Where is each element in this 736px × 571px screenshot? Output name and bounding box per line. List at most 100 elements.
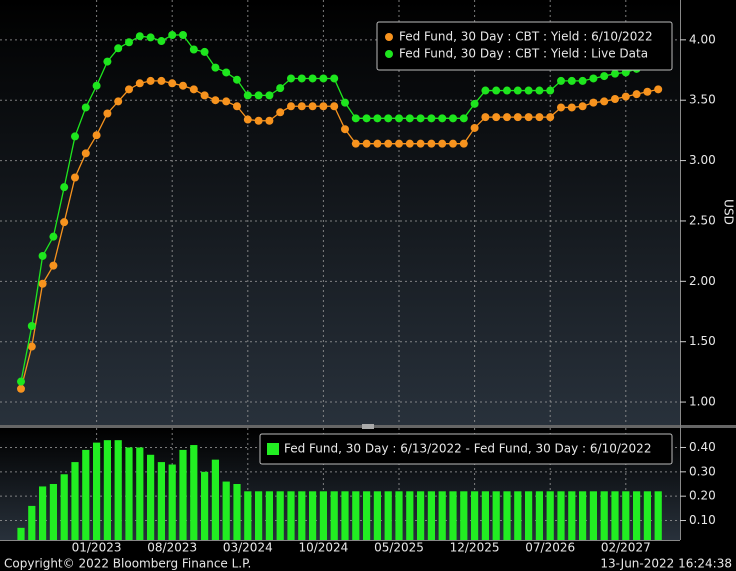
point	[71, 173, 79, 182]
point	[567, 103, 576, 112]
point	[81, 149, 90, 158]
point	[567, 76, 576, 85]
bar	[384, 491, 392, 540]
bar	[157, 462, 165, 540]
bar	[600, 491, 608, 540]
y-tick-label: 0.10	[689, 513, 716, 527]
point	[103, 57, 112, 66]
point	[373, 139, 382, 148]
point	[405, 114, 414, 123]
x-tick-label: 02/2027	[601, 541, 651, 555]
bar	[341, 491, 349, 540]
copyright: Copyright© 2022 Bloomberg Finance L.P.	[4, 557, 251, 571]
point	[287, 74, 295, 83]
point	[243, 91, 252, 100]
point	[611, 69, 619, 78]
bar	[471, 491, 479, 540]
y-tick-label: 3.00	[689, 153, 716, 167]
bar	[60, 474, 68, 540]
point	[416, 139, 425, 148]
point	[125, 85, 133, 94]
y-axis-label: USD	[722, 199, 736, 225]
point	[384, 139, 393, 148]
point	[254, 116, 263, 125]
point	[254, 91, 263, 100]
point	[135, 32, 144, 41]
point	[546, 86, 555, 95]
bar	[147, 454, 155, 540]
point	[557, 103, 565, 112]
point	[38, 251, 47, 260]
bar	[265, 491, 273, 540]
bar	[71, 462, 79, 540]
point	[557, 76, 565, 85]
point	[211, 63, 220, 72]
x-tick-label: 10/2024	[298, 541, 348, 555]
point	[211, 96, 220, 105]
point	[276, 84, 285, 93]
point	[449, 114, 457, 123]
point	[513, 86, 522, 95]
point	[384, 114, 393, 123]
y-tick-label: 0.20	[689, 489, 716, 503]
point	[600, 72, 609, 81]
x-tick-label: 12/2025	[450, 541, 500, 555]
bar	[492, 491, 500, 540]
point	[297, 102, 306, 111]
legend-box	[376, 21, 673, 71]
point	[546, 113, 555, 122]
point	[179, 81, 187, 90]
point	[503, 86, 511, 95]
point	[373, 114, 382, 123]
legend-marker	[385, 33, 393, 41]
bar	[395, 491, 403, 540]
bar	[579, 491, 587, 540]
point	[416, 114, 425, 123]
point	[200, 47, 209, 56]
point	[49, 232, 58, 241]
bar	[481, 491, 489, 540]
point	[632, 90, 641, 99]
bar	[179, 449, 187, 540]
point	[92, 131, 101, 140]
bar	[535, 491, 543, 540]
point	[276, 108, 285, 117]
point	[60, 183, 69, 192]
point	[654, 85, 663, 94]
point	[297, 74, 306, 83]
point	[395, 114, 403, 123]
y-tick-label: 4.00	[689, 32, 716, 46]
point	[27, 342, 36, 351]
point	[103, 109, 112, 118]
point	[265, 116, 274, 125]
bar	[17, 527, 25, 540]
point	[308, 102, 317, 111]
point	[513, 113, 522, 122]
y-tick-label: 2.50	[689, 213, 716, 227]
point	[189, 45, 198, 54]
bar	[589, 491, 597, 540]
bar	[211, 459, 219, 540]
timestamp: 13-Jun-2022 16:24:38	[600, 557, 732, 571]
point	[643, 87, 652, 96]
point	[243, 115, 252, 124]
y-tick-label: 0.30	[689, 464, 716, 478]
point	[92, 81, 101, 90]
point	[459, 139, 468, 148]
bar	[201, 471, 209, 540]
point	[38, 279, 47, 288]
bar	[449, 491, 457, 540]
bar	[49, 484, 57, 540]
point	[438, 114, 447, 123]
point	[362, 114, 371, 123]
point	[341, 125, 349, 134]
bar	[352, 491, 360, 540]
legend-label: Fed Fund, 30 Day : 6/13/2022 - Fed Fund,…	[284, 442, 651, 456]
bar	[136, 447, 144, 540]
point	[146, 76, 155, 85]
bar	[287, 491, 295, 540]
point	[578, 102, 587, 111]
legend-box	[259, 433, 673, 465]
bar	[125, 447, 133, 540]
point	[233, 102, 241, 111]
